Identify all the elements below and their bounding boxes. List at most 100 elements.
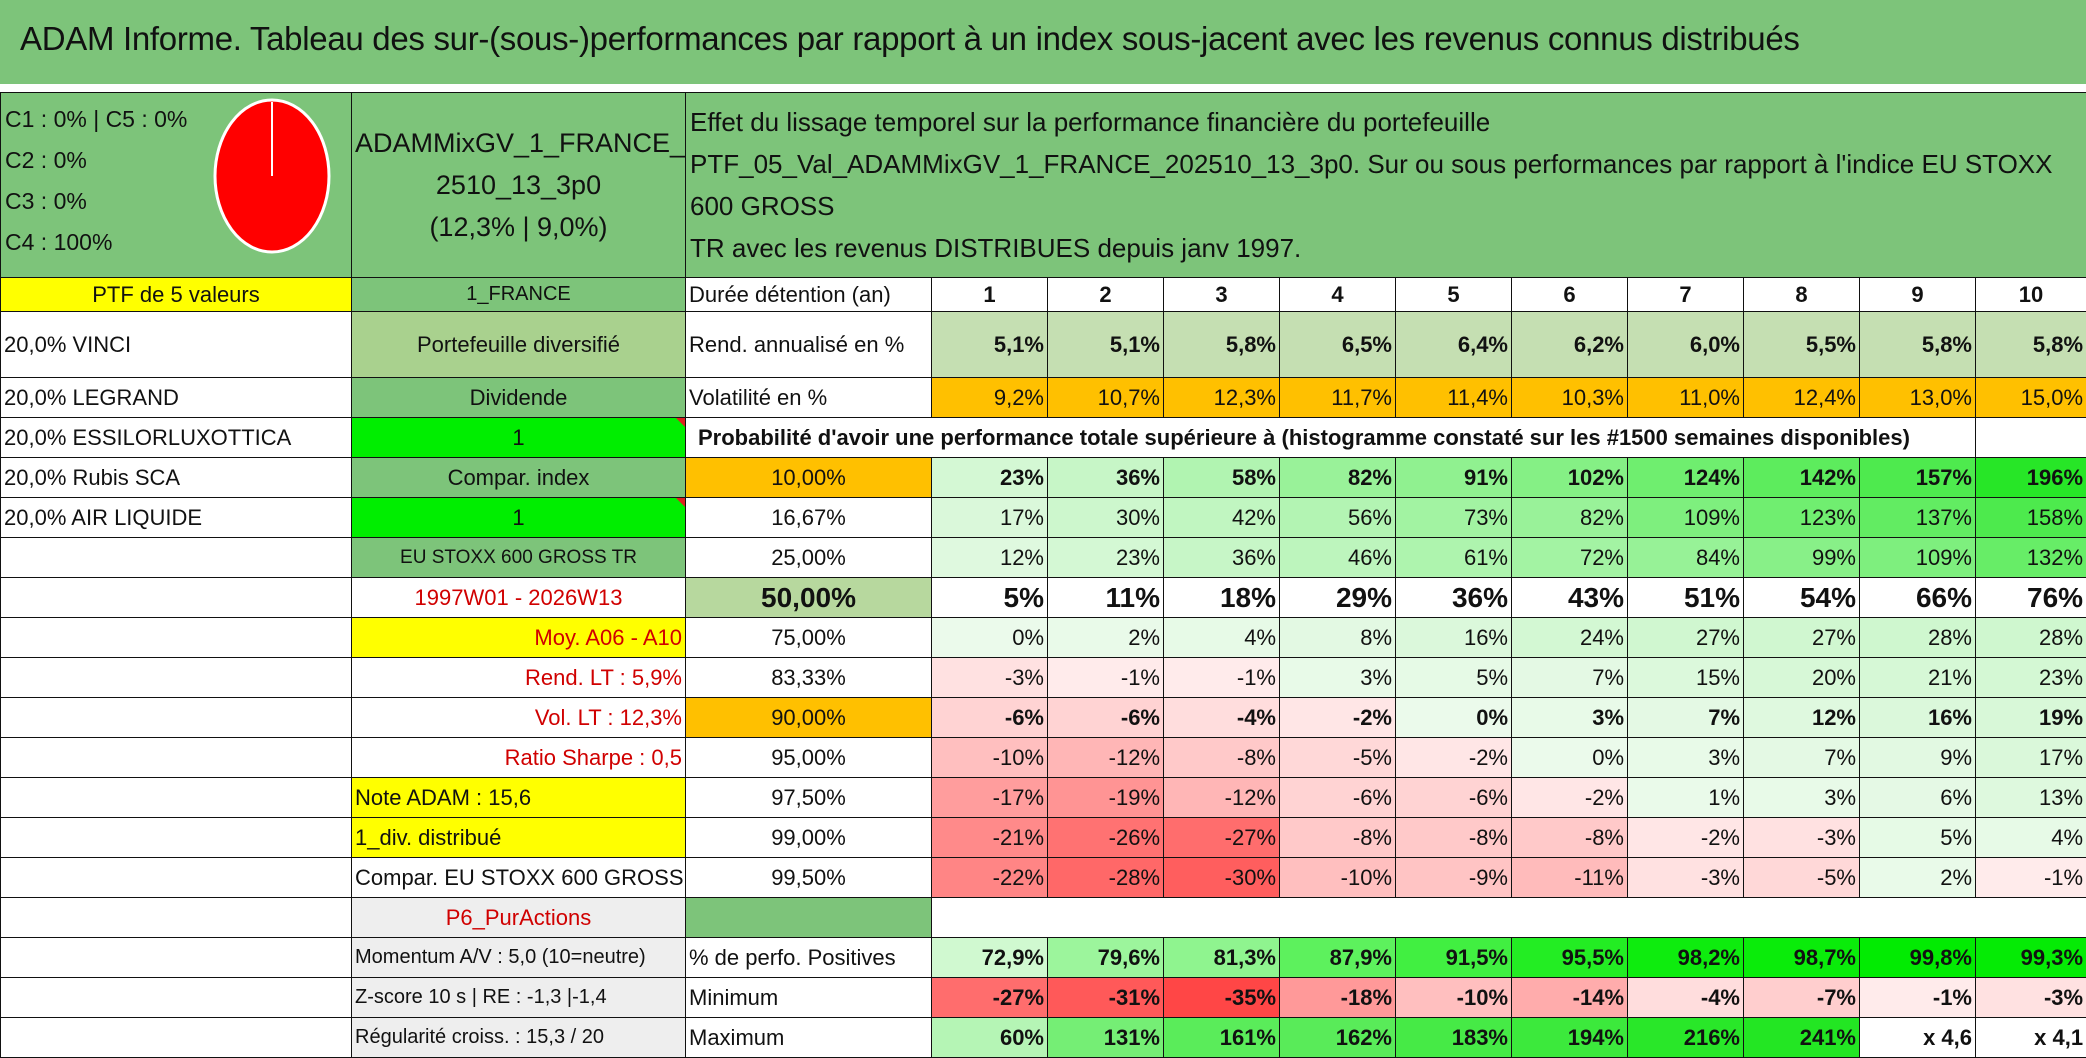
vol-cell-6: 10,3% xyxy=(1512,378,1628,418)
max-cell-2: 131% xyxy=(1048,1018,1164,1058)
date-range: 1997W01 - 2026W13 xyxy=(352,578,686,618)
momentum: Momentum A/V : 5,0 (10=neutre) xyxy=(352,938,686,978)
vol-cell-9: 13,0% xyxy=(1860,378,1976,418)
prob-cell-2-5: 73% xyxy=(1396,498,1512,538)
pos-cell-8: 98,7% xyxy=(1744,938,1860,978)
prob-cell-3-2: 23% xyxy=(1048,538,1164,578)
dividend-input[interactable]: 1 xyxy=(352,418,686,458)
prob-cell-2-10: 158% xyxy=(1976,498,2086,538)
allocation-c1-c5: C1 : 0% | C5 : 0% xyxy=(5,99,187,140)
rend-cell-4: 6,5% xyxy=(1280,312,1396,378)
prob-cell-3-7: 84% xyxy=(1628,538,1744,578)
max-cell-8: 241% xyxy=(1744,1018,1860,1058)
long-term-return: Rend. LT : 5,9% xyxy=(352,658,686,698)
prob-cell-7-5: 0% xyxy=(1396,698,1512,738)
pos-cell-3: 81,3% xyxy=(1164,938,1280,978)
max-cell-6: 194% xyxy=(1512,1018,1628,1058)
prob-cell-5-4: 8% xyxy=(1280,618,1396,658)
prob-cell-10-6: -8% xyxy=(1512,818,1628,858)
description-cell: Effet du lissage temporel sur la perform… xyxy=(686,93,2086,278)
prob-cell-3-4: 46% xyxy=(1280,538,1396,578)
prob-cell-5-7: 27% xyxy=(1628,618,1744,658)
description-line2: PTF_05_Val_ADAMMixGV_1_FRANCE_202510_13_… xyxy=(690,143,2082,227)
threshold-6: 83,33% xyxy=(686,658,932,698)
prob-cell-8-5: -2% xyxy=(1396,738,1512,778)
rend-cell-9: 5,8% xyxy=(1860,312,1976,378)
empty-left xyxy=(1,898,352,938)
market-label: 1_FRANCE xyxy=(352,278,686,312)
prob-cell-9-6: -2% xyxy=(1512,778,1628,818)
pos-cell-5: 91,5% xyxy=(1396,938,1512,978)
prob-cell-4-5: 36% xyxy=(1396,578,1512,618)
compare-label: Compar. EU STOXX 600 GROSS TR xyxy=(352,858,686,898)
prob-cell-9-7: 1% xyxy=(1628,778,1744,818)
prob-cell-4-2: 11% xyxy=(1048,578,1164,618)
year-header-3: 3 xyxy=(1164,278,1280,312)
allocation-c3: C3 : 0% xyxy=(5,181,187,222)
prob-cell-9-8: 3% xyxy=(1744,778,1860,818)
prob-cell-1-2: 36% xyxy=(1048,458,1164,498)
vol-label: Volatilité en % xyxy=(686,378,932,418)
rend-cell-6: 6,2% xyxy=(1512,312,1628,378)
prob-cell-5-6: 24% xyxy=(1512,618,1628,658)
vol-cell-3: 12,3% xyxy=(1164,378,1280,418)
vol-cell-2: 10,7% xyxy=(1048,378,1164,418)
rend-cell-3: 5,8% xyxy=(1164,312,1280,378)
description-line1: Effet du lissage temporel sur la perform… xyxy=(690,101,2082,143)
max-cell-3: 161% xyxy=(1164,1018,1280,1058)
prob-cell-7-1: -6% xyxy=(932,698,1048,738)
empty-left xyxy=(1,858,352,898)
prob-cell-7-3: -4% xyxy=(1164,698,1280,738)
prob-cell-3-3: 36% xyxy=(1164,538,1280,578)
prob-cell-10-3: -27% xyxy=(1164,818,1280,858)
prob-cell-8-6: 0% xyxy=(1512,738,1628,778)
prob-cell-8-3: -8% xyxy=(1164,738,1280,778)
threshold-3: 25,00% xyxy=(686,538,932,578)
prob-cell-7-6: 3% xyxy=(1512,698,1628,738)
prob-cell-6-9: 21% xyxy=(1860,658,1976,698)
min-cell-6: -14% xyxy=(1512,978,1628,1018)
regularity: Régularité croiss. : 15,3 / 20 xyxy=(352,1018,686,1058)
prob-cell-5-8: 27% xyxy=(1744,618,1860,658)
prob-cell-11-2: -28% xyxy=(1048,858,1164,898)
threshold-7: 90,00% xyxy=(686,698,932,738)
portfolio-stats: (12,3% | 9,0%) xyxy=(355,206,682,248)
prob-cell-4-10: 76% xyxy=(1976,578,2086,618)
prob-cell-1-3: 58% xyxy=(1164,458,1280,498)
prob-cell-3-1: 12% xyxy=(932,538,1048,578)
holding-air-liquide: 20,0% AIR LIQUIDE xyxy=(1,498,352,538)
pos-cell-4: 87,9% xyxy=(1280,938,1396,978)
vol-cell-8: 12,4% xyxy=(1744,378,1860,418)
min-cell-7: -4% xyxy=(1628,978,1744,1018)
portfolio-name-line2: 2510_13_3p0 xyxy=(355,164,682,206)
empty-left xyxy=(1,578,352,618)
prob-cell-3-5: 61% xyxy=(1396,538,1512,578)
prob-cell-4-8: 54% xyxy=(1744,578,1860,618)
compare-index-input[interactable]: 1 xyxy=(352,498,686,538)
allocation-pie-chart xyxy=(213,97,331,255)
prob-cell-6-6: 7% xyxy=(1512,658,1628,698)
prob-cell-5-3: 4% xyxy=(1164,618,1280,658)
vol-cell-1: 9,2% xyxy=(932,378,1048,418)
prob-cell-5-9: 28% xyxy=(1860,618,1976,658)
avg-label: Moy. A06 - A10 xyxy=(352,618,686,658)
empty-left xyxy=(1,818,352,858)
threshold-9: 97,50% xyxy=(686,778,932,818)
description-line3: TR avec les revenus DISTRIBUES depuis ja… xyxy=(690,227,2082,269)
min-cell-4: -18% xyxy=(1280,978,1396,1018)
max-label: Maximum xyxy=(686,1018,932,1058)
prob-cell-4-4: 29% xyxy=(1280,578,1396,618)
prob-cell-6-8: 20% xyxy=(1744,658,1860,698)
prob-cell-8-2: -12% xyxy=(1048,738,1164,778)
green-empty-cell xyxy=(686,898,932,938)
threshold-1: 10,00% xyxy=(686,458,932,498)
year-header-8: 8 xyxy=(1744,278,1860,312)
empty-cell xyxy=(1976,418,2086,458)
pos-cell-2: 79,6% xyxy=(1048,938,1164,978)
prob-cell-4-9: 66% xyxy=(1860,578,1976,618)
prob-cell-6-4: 3% xyxy=(1280,658,1396,698)
holding-legrand: 20,0% LEGRAND xyxy=(1,378,352,418)
year-header-2: 2 xyxy=(1048,278,1164,312)
prob-cell-1-10: 196% xyxy=(1976,458,2086,498)
allocation-c2: C2 : 0% xyxy=(5,140,187,181)
